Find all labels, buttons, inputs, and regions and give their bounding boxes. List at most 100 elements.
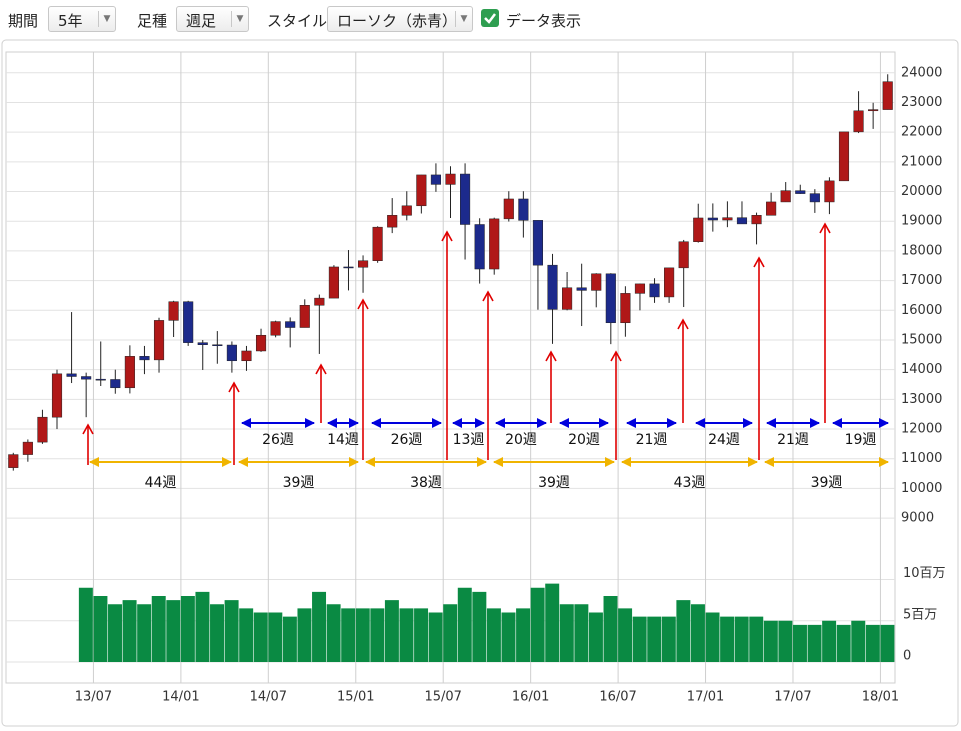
volume-bar <box>210 604 225 662</box>
candle-body <box>868 109 879 112</box>
volume-bar <box>778 620 793 662</box>
volume-bar <box>326 604 341 662</box>
candle-body <box>620 293 631 324</box>
candle-body <box>328 266 339 299</box>
volume-bar <box>297 608 312 662</box>
y-tick-label: 17000 <box>901 273 942 288</box>
y-tick-label: 22000 <box>901 125 942 140</box>
orange-span-label: 44週 <box>145 475 177 491</box>
x-tick-label: 14/01 <box>162 690 199 705</box>
x-tick-label: 15/01 <box>337 690 374 705</box>
x-tick-label: 17/07 <box>774 690 811 705</box>
candle-body <box>853 110 864 133</box>
volume-bar <box>428 612 443 662</box>
candle-body <box>489 218 500 270</box>
orange-span-label: 39週 <box>811 475 843 491</box>
volume-bar <box>341 608 356 662</box>
volume-bar <box>282 616 297 662</box>
volume-bar <box>676 600 691 662</box>
style-value: ローソク（赤青） <box>337 12 458 30</box>
bar-dropdown[interactable]: 週足 ▼ <box>176 6 249 32</box>
candle-body <box>401 205 412 216</box>
blue-span-label: 19週 <box>845 432 877 448</box>
blue-span-label: 21週 <box>777 432 809 448</box>
volume-bar <box>851 620 866 662</box>
candle-body <box>387 215 398 228</box>
volume-bar <box>166 600 181 662</box>
style-dropdown[interactable]: ローソク（赤青） ▼ <box>327 6 473 32</box>
orange-span-label: 43週 <box>674 475 706 491</box>
y2-tick-label: 10百万 <box>903 566 946 581</box>
volume-bar <box>574 604 589 662</box>
candle-body <box>445 173 456 185</box>
chart-panel <box>1 39 959 727</box>
y-tick-label: 13000 <box>901 392 942 407</box>
orange-span-label: 39週 <box>283 475 315 491</box>
candle-body <box>474 224 485 270</box>
volume-bar <box>822 620 837 662</box>
x-tick-label: 18/01 <box>862 690 899 705</box>
candle-body <box>299 305 310 328</box>
dropdown-arrow: ▼ <box>98 11 115 27</box>
y-tick-label: 19000 <box>901 214 942 229</box>
volume-bar <box>180 596 195 662</box>
candle-body <box>37 416 48 443</box>
dropdown-arrow: ▼ <box>455 11 472 27</box>
volume-bar <box>705 612 720 662</box>
dropdown-arrow: ▼ <box>231 11 248 27</box>
data-display-label: データ表示 <box>506 12 582 30</box>
candle-body <box>664 267 675 298</box>
y-tick-label: 9000 <box>901 511 934 526</box>
candle-body <box>212 344 223 346</box>
data-display-checkbox[interactable] <box>481 9 499 27</box>
volume-bar <box>763 620 778 662</box>
period-value: 5年 <box>58 12 83 30</box>
candle-body <box>226 344 237 362</box>
candle-body <box>139 356 150 361</box>
volume-bar <box>312 591 327 662</box>
volume-bar <box>137 604 152 662</box>
volume-bar <box>647 616 662 662</box>
volume-bar <box>501 612 516 662</box>
check-icon <box>484 13 496 24</box>
volume-bar <box>399 608 414 662</box>
volume-bar <box>384 600 399 662</box>
volume-bar <box>749 616 764 662</box>
volume-bar <box>443 604 458 662</box>
candle-body <box>503 198 514 220</box>
x-tick-label: 13/07 <box>75 690 112 705</box>
candle-body <box>95 378 106 381</box>
volume-bar <box>588 612 603 662</box>
volume-bar <box>93 596 108 662</box>
x-tick-label: 14/07 <box>250 690 287 705</box>
candle-body <box>882 81 893 110</box>
candle-body <box>693 217 704 242</box>
blue-span-label: 14週 <box>327 432 359 448</box>
candle-body <box>183 301 194 343</box>
period-dropdown[interactable]: 5年 ▼ <box>48 6 116 32</box>
volume-bar <box>195 591 210 662</box>
y-tick-label: 21000 <box>901 154 942 169</box>
candle-body <box>605 273 616 324</box>
y-tick-label: 23000 <box>901 95 942 110</box>
blue-span-label: 26週 <box>391 432 423 448</box>
volume-bar <box>559 604 574 662</box>
plot-frame <box>5 51 896 684</box>
candle-body <box>22 441 33 455</box>
candle-body <box>532 220 544 266</box>
period-label: 期間 <box>8 12 39 30</box>
y-tick-label: 11000 <box>901 451 942 466</box>
x-tick-label: 17/01 <box>687 690 724 705</box>
candle-body <box>780 190 791 203</box>
candle-body <box>518 198 529 221</box>
candle-body <box>766 201 777 216</box>
candle-body <box>722 217 733 221</box>
volume-bar <box>632 616 647 662</box>
volume-bar <box>690 604 705 662</box>
candle-body <box>153 320 165 361</box>
candle-body <box>110 379 121 389</box>
volume-bar <box>78 587 93 662</box>
candle-body <box>547 264 558 310</box>
candle-body <box>576 287 587 291</box>
